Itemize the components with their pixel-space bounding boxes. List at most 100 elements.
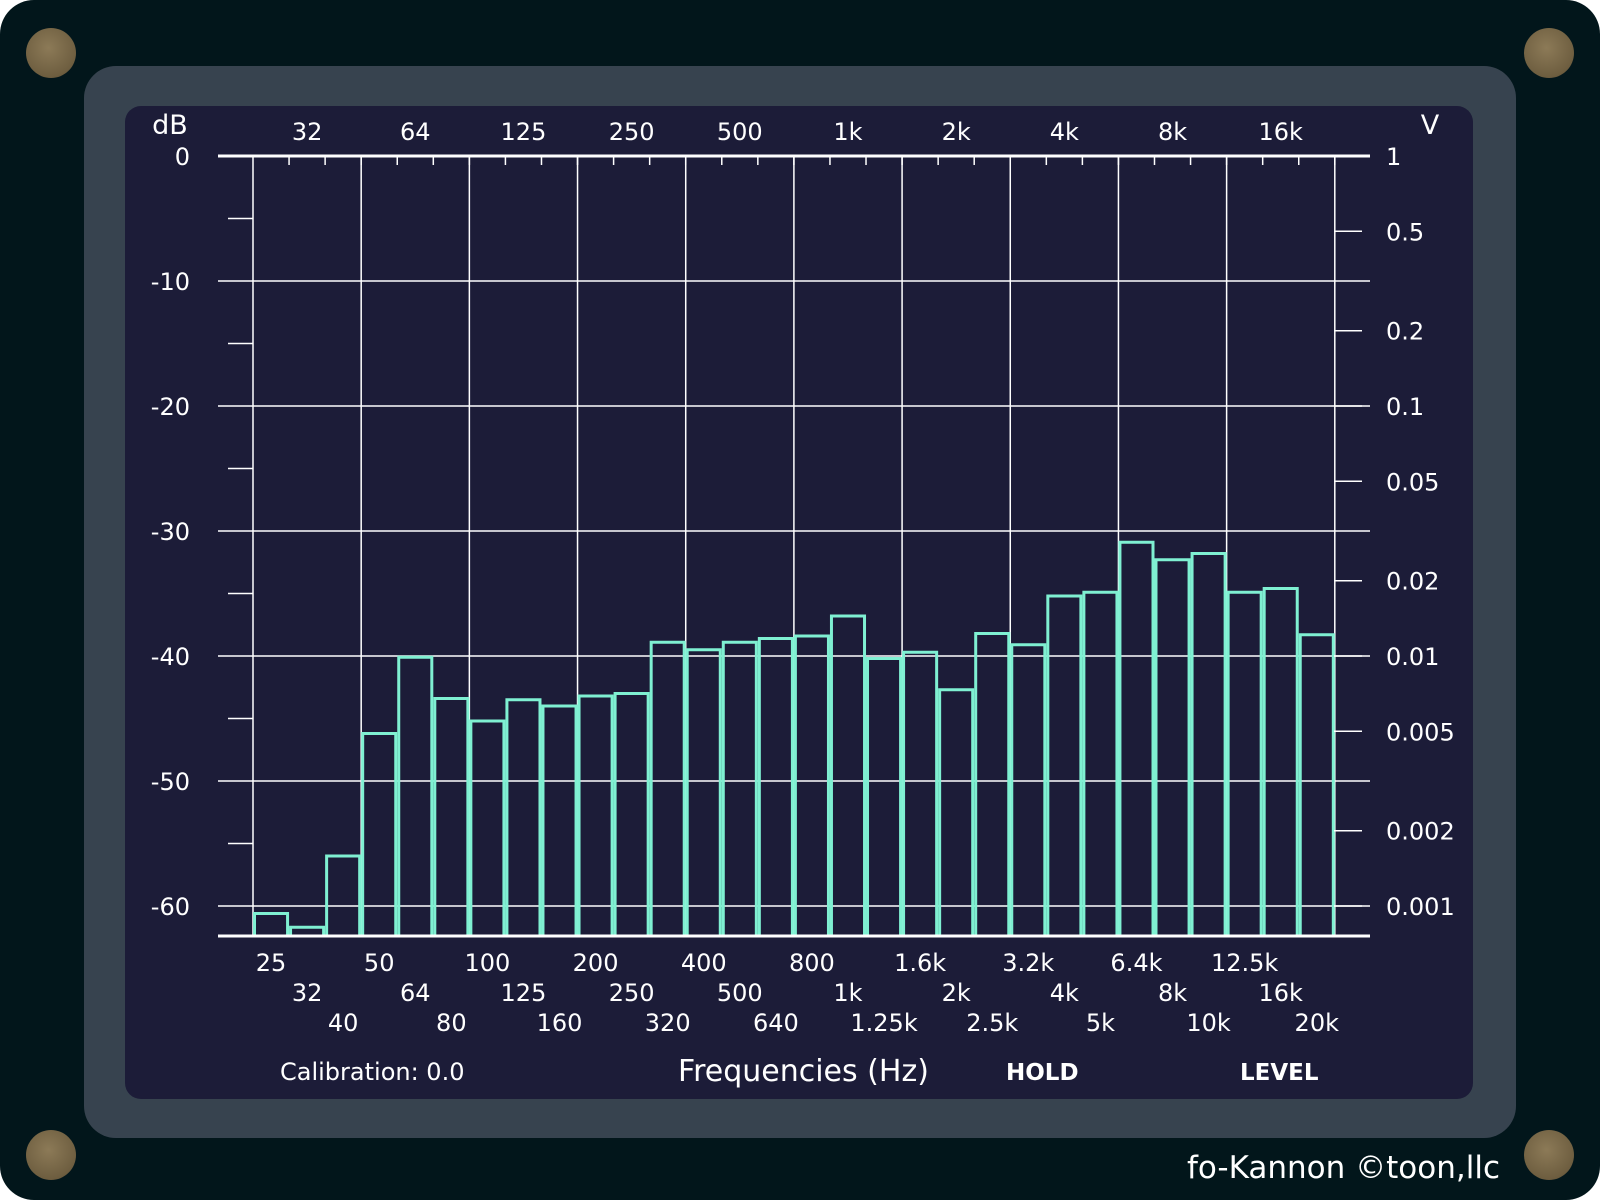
spectrum-bar [721, 640, 758, 938]
band-label: 10k [1186, 1009, 1231, 1037]
top-tick-label: 250 [609, 118, 655, 146]
spectrum-bar [397, 655, 434, 938]
band-label: 4k [1050, 979, 1079, 1007]
band-label: 320 [645, 1009, 691, 1037]
band-label: 80 [436, 1009, 467, 1037]
left-tick-label: -40 [151, 643, 190, 671]
spectrum-bar [541, 704, 578, 938]
screw-icon [26, 28, 76, 78]
spectrum-bar [649, 640, 686, 938]
left-axis-unit: dB [152, 110, 188, 141]
spectrum-bar [433, 697, 470, 938]
band-label: 500 [717, 979, 763, 1007]
spectrum-bar [1118, 540, 1155, 938]
left-tick-label: -30 [151, 518, 190, 546]
spectrum-bar [938, 688, 975, 938]
spectrum-bar [1010, 643, 1047, 938]
axis-labels: 1 0.5 0.2 0.1 0.05 0.02 0.01 0.005 0.002 0.001 0 -1… [151, 110, 1455, 1037]
spectrum-bar [469, 719, 506, 938]
spectrum-bar [505, 698, 542, 938]
spectrum-bar [1226, 590, 1263, 938]
band-label: 64 [400, 979, 431, 1007]
right-tick-label: 0.001 [1386, 893, 1455, 921]
top-tick-label: 16k [1258, 118, 1303, 146]
top-tick-label: 2k [942, 118, 971, 146]
top-tick-label: 32 [292, 118, 323, 146]
band-label: 160 [537, 1009, 583, 1037]
spectrum-bar [577, 694, 614, 938]
spectrum-bar [613, 692, 650, 938]
analyzer-screen [125, 106, 1473, 1099]
spectrum-bar [253, 912, 290, 938]
band-label: 400 [681, 949, 727, 977]
right-tick-label: 0.2 [1386, 318, 1424, 346]
top-tick-label: 500 [717, 118, 763, 146]
level-button[interactable]: LEVEL [1240, 1060, 1319, 1086]
band-label: 2k [942, 979, 971, 1007]
top-tick-label: 4k [1050, 118, 1079, 146]
band-label: 20k [1295, 1009, 1340, 1037]
band-label: 6.4k [1110, 949, 1162, 977]
band-label: 1k [833, 979, 862, 1007]
right-tick-label: 0.1 [1386, 393, 1424, 421]
spectrum-bar [685, 648, 722, 938]
band-label: 3.2k [1002, 949, 1054, 977]
band-label: 2.5k [966, 1009, 1018, 1037]
spectrum-bar [902, 650, 939, 938]
band-label: 100 [464, 949, 510, 977]
spectrum-bar [1154, 558, 1191, 938]
chart-axes [218, 154, 1370, 938]
brand-label: fo-Kannon ©toon,llc [1186, 1150, 1500, 1186]
left-tick-label: -60 [151, 893, 190, 921]
right-tick-label: 0.005 [1386, 718, 1455, 746]
left-tick-label: -10 [151, 268, 190, 296]
right-tick-label: 0.002 [1386, 818, 1455, 846]
left-tick-label: -20 [151, 393, 190, 421]
band-label: 16k [1258, 979, 1303, 1007]
spectrum-bar [1298, 633, 1335, 938]
spectrum-bar [757, 637, 794, 938]
right-tick-label: 0.05 [1386, 468, 1439, 496]
band-label: 640 [753, 1009, 799, 1037]
screw-icon [26, 1130, 76, 1180]
spectrum-bar [974, 632, 1011, 938]
spectrum-bar [829, 614, 867, 938]
screw-icon [1524, 1130, 1574, 1180]
top-tick-label: 125 [501, 118, 547, 146]
top-tick-label: 8k [1158, 118, 1187, 146]
band-label: 50 [364, 949, 395, 977]
x-axis-title: Frequencies (Hz) [678, 1054, 929, 1089]
band-label: 8k [1158, 979, 1187, 1007]
top-tick-label: 1k [833, 118, 862, 146]
right-tick-label: 0.01 [1386, 643, 1439, 671]
band-label: 25 [256, 949, 287, 977]
hold-button[interactable]: HOLD [1006, 1060, 1079, 1086]
left-tick-label: -50 [151, 768, 190, 796]
right-axis-unit: V [1421, 110, 1440, 141]
band-label: 1.6k [894, 949, 946, 977]
right-tick-label: 0.5 [1386, 218, 1424, 246]
calibration-readout: Calibration: 0.0 [280, 1058, 465, 1086]
spectrum-bars [253, 540, 1335, 938]
spectrum-bar [1262, 587, 1299, 938]
band-label: 125 [501, 979, 547, 1007]
spectrum-bar [793, 634, 830, 938]
spectrum-bar [866, 657, 903, 938]
band-label: 32 [292, 979, 323, 1007]
band-label: 800 [789, 949, 835, 977]
screw-icon [1524, 28, 1574, 78]
band-label: 12.5k [1211, 949, 1278, 977]
spectrum-bar [1046, 594, 1083, 938]
right-tick-label: 0.02 [1386, 568, 1439, 596]
left-tick-label: 0 [175, 143, 190, 171]
band-label: 250 [609, 979, 655, 1007]
right-tick-label: 1 [1386, 143, 1401, 171]
band-label: 1.25k [850, 1009, 917, 1037]
spectrum-bar [325, 854, 362, 938]
top-tick-label: 64 [400, 118, 431, 146]
spectrum-bar [1190, 552, 1227, 938]
band-label: 40 [328, 1009, 359, 1037]
spectrum-bar [1082, 590, 1119, 938]
